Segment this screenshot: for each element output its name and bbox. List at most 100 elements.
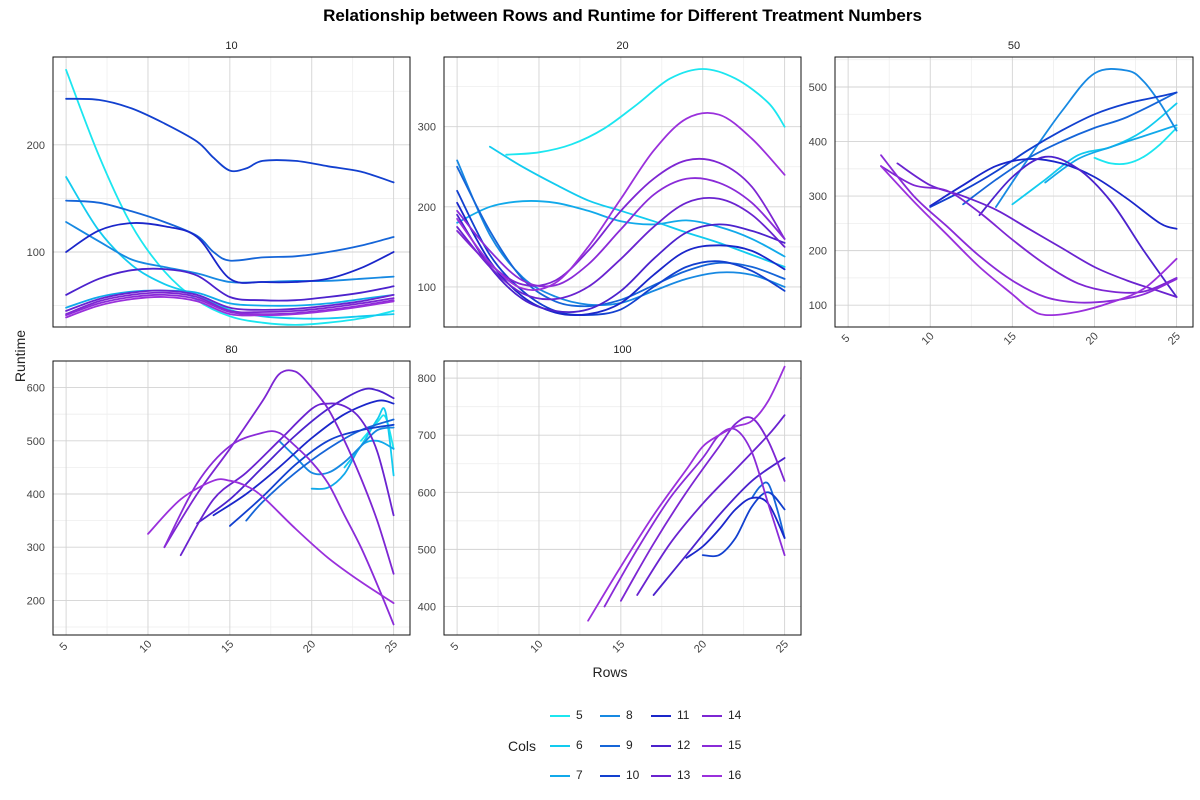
series-line-15: [163, 430, 395, 626]
x-tick-label: 5: [840, 332, 853, 345]
x-tick-label: 25: [1166, 330, 1183, 347]
x-axis-label: Rows: [592, 664, 628, 680]
legend-label: 6: [576, 738, 583, 752]
series-line-11: [212, 399, 395, 517]
x-tick-label: 20: [692, 638, 709, 655]
series-line-9: [65, 199, 395, 262]
panel-label: 10: [225, 40, 237, 52]
legend-swatch: [600, 714, 620, 717]
series-line-14: [65, 291, 395, 315]
y-tick-label: 200: [809, 246, 827, 258]
legend-item-11: 11: [651, 707, 689, 723]
legend-swatch: [600, 774, 620, 777]
y-tick-label: 200: [27, 595, 45, 607]
x-tick-label: 20: [1084, 330, 1101, 347]
series-line-15: [880, 154, 1178, 304]
series-line-14: [163, 369, 395, 575]
legend-item-10: 10: [600, 767, 639, 783]
legend-item-8: 8: [600, 707, 633, 723]
legend-swatch: [550, 744, 570, 747]
x-tick-label: 15: [1002, 330, 1019, 347]
y-tick-label: 400: [418, 601, 436, 613]
panel-20: 20 100 200 300: [418, 40, 802, 328]
series-line-13: [636, 414, 786, 596]
panel-10: 10 100 200: [27, 40, 411, 328]
y-tick-label: 300: [809, 191, 827, 203]
series-line-15: [603, 427, 786, 608]
legend-swatch: [651, 774, 671, 777]
series-line-9: [751, 481, 786, 539]
y-tick-label: 600: [27, 383, 45, 395]
legend-label: 14: [728, 708, 742, 722]
legend-label: 16: [728, 768, 742, 782]
legend-swatch: [702, 744, 722, 747]
series-line-16: [147, 478, 395, 604]
x-tick-label: 10: [528, 638, 545, 655]
series-line-8: [278, 426, 395, 476]
series-line-6: [65, 176, 395, 320]
series-line-10: [701, 491, 786, 558]
panel-label: 20: [616, 40, 628, 52]
series-line-7: [1044, 124, 1178, 184]
legend-label: 9: [626, 738, 633, 752]
series-line-5: [1093, 127, 1178, 166]
series-line-13: [456, 197, 786, 301]
legend-item-5: 5: [550, 707, 583, 723]
legend-item-9: 9: [600, 737, 633, 753]
chart-title: Relationship between Rows and Runtime fo…: [323, 6, 922, 25]
series-line-9: [962, 91, 1178, 206]
x-tick-label: 25: [383, 638, 400, 655]
y-tick-label: 500: [809, 82, 827, 94]
series-line-5: [505, 68, 786, 156]
x-tick-label: 10: [137, 638, 154, 655]
legend-swatch: [550, 714, 570, 717]
panel-label: 50: [1008, 40, 1020, 52]
y-tick-label: 600: [418, 487, 436, 499]
series-line-7: [65, 289, 395, 309]
legend-swatch: [550, 774, 570, 777]
legend-item-12: 12: [651, 737, 690, 753]
series-line-5: [65, 69, 395, 326]
legend-item-7: 7: [550, 767, 583, 783]
legend-swatch: [651, 714, 671, 717]
panel-frame: [52, 360, 411, 636]
legend-item-6: 6: [550, 737, 583, 753]
series-line-13: [179, 402, 395, 557]
series-line-15: [65, 293, 395, 317]
legend-label: 13: [677, 768, 691, 782]
y-tick-label: 300: [27, 542, 45, 554]
legend-swatch: [651, 744, 671, 747]
x-tick-label: 10: [920, 330, 937, 347]
legend-item-16: 16: [702, 767, 741, 783]
x-tick-label: 25: [774, 638, 791, 655]
y-tick-label: 100: [418, 282, 436, 294]
series-line-6: [1011, 102, 1178, 206]
series-line-14: [880, 165, 1178, 294]
series-line-10: [929, 91, 1178, 208]
series-line-16: [880, 165, 1178, 317]
legend-item-15: 15: [702, 737, 741, 753]
series-line-11: [929, 158, 1178, 230]
legend-swatch: [600, 744, 620, 747]
series-line-10: [229, 423, 395, 527]
legend-label: 5: [576, 708, 583, 722]
y-tick-label: 500: [418, 544, 436, 556]
x-tick-label: 5: [58, 640, 71, 653]
y-tick-label: 800: [418, 373, 436, 385]
series-line-15: [456, 177, 786, 288]
x-tick-label: 15: [610, 638, 627, 655]
legend-label: 15: [728, 738, 742, 752]
panel-label: 80: [225, 344, 237, 356]
series-line-10: [65, 97, 395, 184]
series-line-16: [587, 365, 786, 622]
series-line-11: [65, 222, 395, 284]
x-tick-label: 15: [219, 638, 236, 655]
x-tick-label: 20: [301, 638, 318, 655]
series-line-6: [489, 145, 786, 268]
series-line-12: [65, 267, 395, 302]
legend-label: 12: [677, 738, 691, 752]
series-line-14: [620, 416, 786, 602]
legend-label: 11: [677, 708, 690, 722]
series-line-12: [652, 457, 786, 596]
